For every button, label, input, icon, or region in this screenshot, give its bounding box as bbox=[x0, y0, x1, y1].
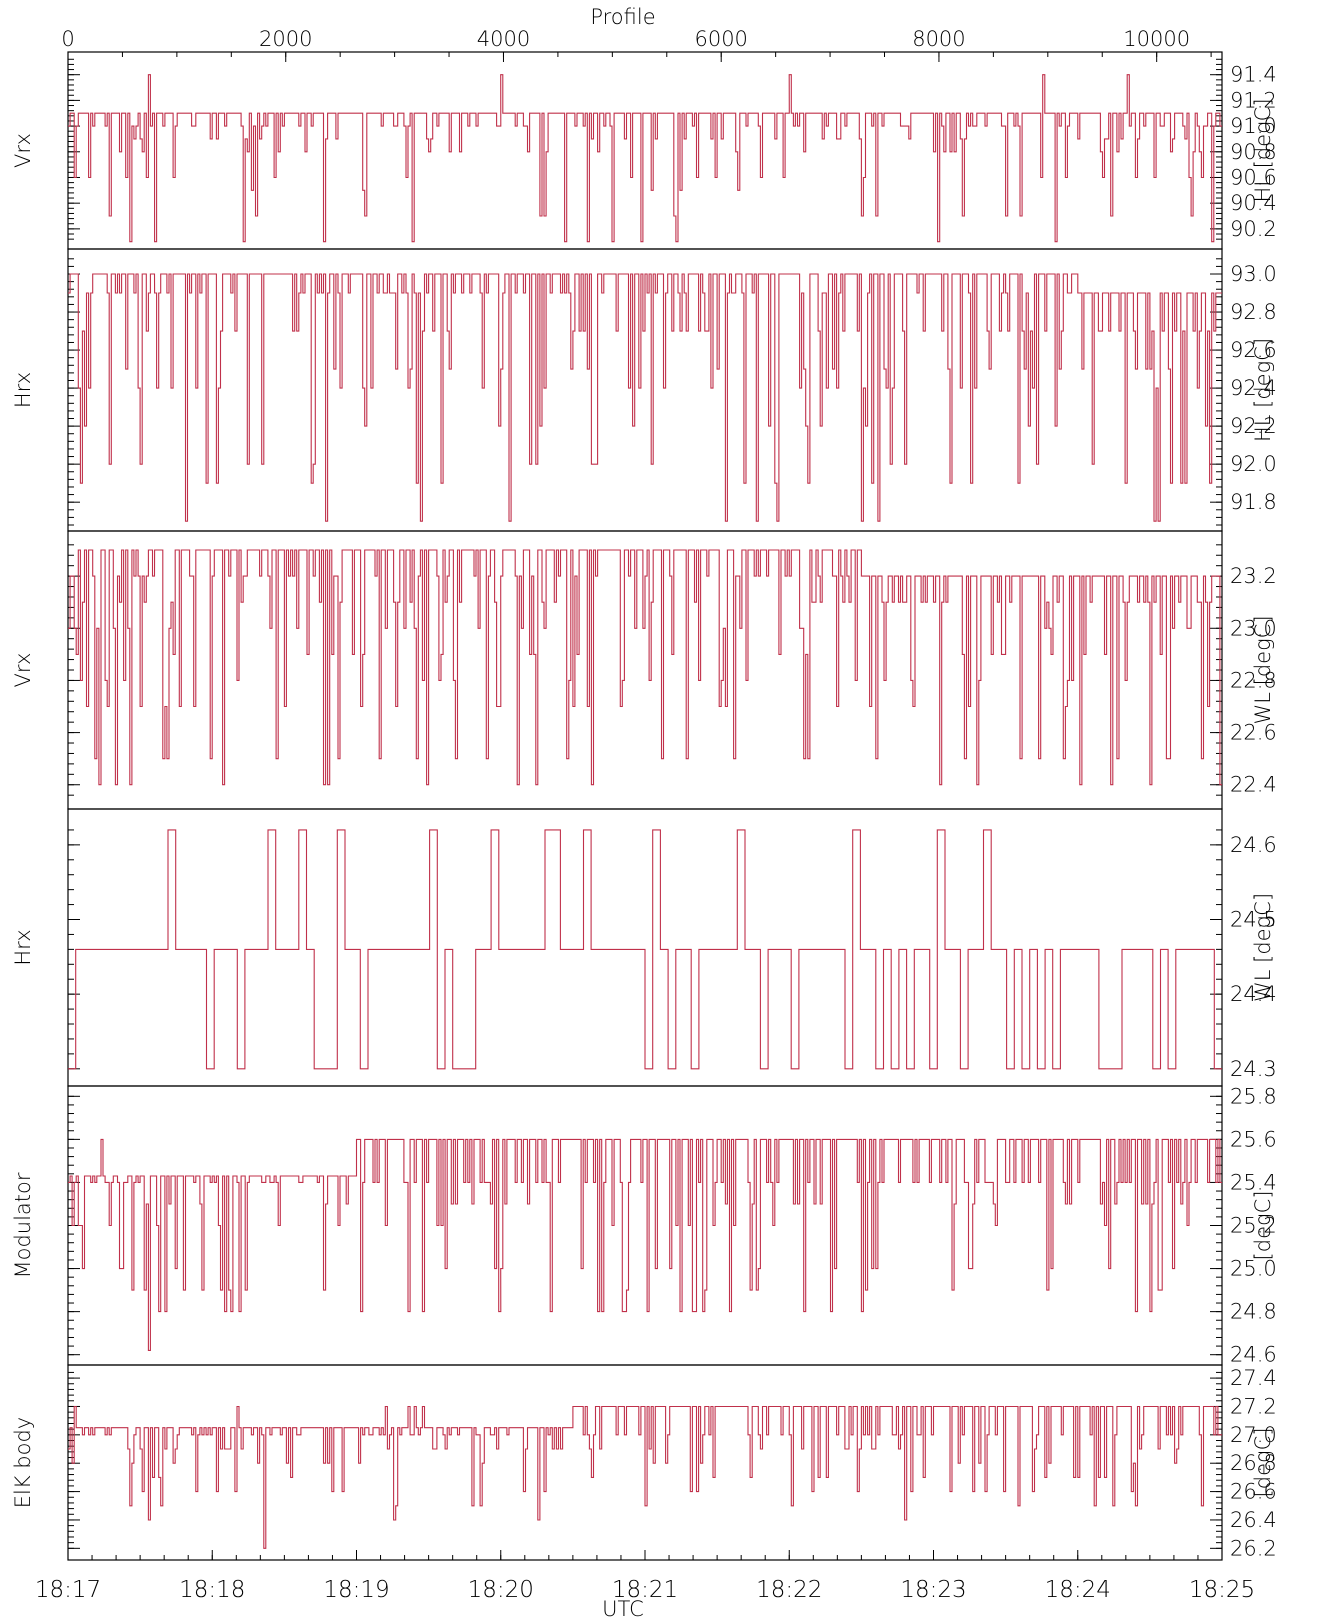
bottom-tick-label: 18:18 bbox=[179, 1577, 245, 1603]
y-tick-label: 24.5 bbox=[1230, 908, 1277, 932]
panel-right-label: [degC] bbox=[1251, 1191, 1275, 1261]
y-tick-label: 24.8 bbox=[1230, 1300, 1277, 1324]
y-tick-label: 25.0 bbox=[1230, 1257, 1277, 1281]
panel-left-label: Modulator bbox=[11, 1172, 35, 1278]
bottom-tick-label: 18:21 bbox=[612, 1577, 678, 1603]
y-tick-label: 22.4 bbox=[1230, 773, 1277, 797]
y-tick-label: 90.4 bbox=[1230, 191, 1277, 215]
y-tick-label: 91.0 bbox=[1230, 114, 1277, 138]
y-tick-label: 24.4 bbox=[1230, 982, 1277, 1006]
bottom-tick-label: 18:22 bbox=[756, 1577, 822, 1603]
y-tick-label: 24.6 bbox=[1230, 1343, 1277, 1367]
y-tick-label: 90.6 bbox=[1230, 165, 1277, 189]
bottom-axis-title: UTC bbox=[602, 1597, 644, 1621]
y-tick-label: 24.6 bbox=[1230, 833, 1277, 857]
y-tick-label: 91.8 bbox=[1230, 490, 1277, 514]
y-tick-label: 90.8 bbox=[1230, 140, 1277, 164]
bottom-tick-label: 18:19 bbox=[323, 1577, 389, 1603]
panel-left-label: Vrx bbox=[11, 133, 35, 168]
y-tick-label: 27.2 bbox=[1230, 1394, 1277, 1418]
y-tick-label: 27.0 bbox=[1230, 1423, 1277, 1447]
y-tick-label: 24.3 bbox=[1230, 1057, 1277, 1081]
panel-right-label: WL [degC] bbox=[1251, 893, 1275, 1002]
y-tick-label: 93.0 bbox=[1230, 262, 1277, 286]
panel-6 bbox=[67, 1364, 1223, 1561]
panel-2 bbox=[67, 248, 1223, 532]
y-tick-label: 25.2 bbox=[1230, 1214, 1277, 1238]
panel-right-label: WL [degC] bbox=[1251, 615, 1275, 724]
y-tick-label: 91.2 bbox=[1230, 88, 1277, 112]
series-line bbox=[68, 1405, 1222, 1549]
y-tick-label: 92.8 bbox=[1230, 300, 1277, 324]
series-line bbox=[68, 1138, 1222, 1351]
y-tick-label: 92.0 bbox=[1230, 452, 1277, 476]
panel-left-label: Hrx bbox=[11, 372, 35, 408]
top-tick-label: 6000 bbox=[694, 27, 747, 51]
y-tick-label: 26.2 bbox=[1230, 1536, 1277, 1560]
panel-4 bbox=[67, 808, 1223, 1087]
series-line bbox=[68, 74, 1222, 243]
bottom-tick-label: 18:23 bbox=[900, 1577, 966, 1603]
panel-3 bbox=[67, 530, 1223, 810]
y-tick-label: 92.6 bbox=[1230, 338, 1277, 362]
panel-right-label: HL [degC] bbox=[1251, 98, 1275, 202]
y-tick-label: 92.4 bbox=[1230, 376, 1277, 400]
panel-left-label: Vrx bbox=[11, 653, 35, 688]
top-tick-label: 4000 bbox=[477, 27, 530, 51]
panel-frame bbox=[67, 1364, 1223, 1561]
y-tick-label: 25.6 bbox=[1230, 1127, 1277, 1151]
top-axis-title: Profile bbox=[590, 5, 655, 29]
y-tick-label: 22.8 bbox=[1230, 668, 1277, 692]
bottom-tick-label: 18:20 bbox=[468, 1577, 534, 1603]
y-tick-label: 25.4 bbox=[1230, 1170, 1277, 1194]
top-tick-label: 0 bbox=[61, 27, 74, 51]
y-tick-label: 26.6 bbox=[1230, 1480, 1277, 1504]
y-tick-label: 91.4 bbox=[1230, 63, 1277, 87]
top-tick-label: 10000 bbox=[1123, 27, 1190, 51]
y-tick-label: 23.2 bbox=[1230, 564, 1277, 588]
series-line bbox=[68, 829, 1222, 1070]
y-tick-label: 92.2 bbox=[1230, 414, 1277, 438]
panel-right-label: HL [degC] bbox=[1251, 338, 1275, 442]
top-tick-label: 8000 bbox=[912, 27, 965, 51]
bottom-tick-label: 18:24 bbox=[1045, 1577, 1111, 1603]
panel-right-label: [degC] bbox=[1251, 1428, 1275, 1498]
y-tick-label: 26.8 bbox=[1230, 1451, 1277, 1475]
y-tick-label: 23.0 bbox=[1230, 616, 1277, 640]
panel-left-label: ElK body bbox=[11, 1417, 35, 1509]
y-tick-label: 90.2 bbox=[1230, 217, 1277, 241]
y-tick-label: 25.8 bbox=[1230, 1084, 1277, 1108]
bottom-tick-label: 18:25 bbox=[1189, 1577, 1255, 1603]
y-tick-label: 27.4 bbox=[1230, 1366, 1277, 1390]
panel-5 bbox=[67, 1085, 1223, 1366]
bottom-tick-label: 18:17 bbox=[35, 1577, 101, 1603]
panel-1 bbox=[67, 51, 1223, 250]
series-line bbox=[68, 273, 1222, 522]
y-tick-label: 22.6 bbox=[1230, 721, 1277, 745]
series-line bbox=[68, 549, 1222, 786]
y-tick-label: 26.4 bbox=[1230, 1508, 1277, 1532]
panel-frame bbox=[67, 51, 1223, 250]
top-tick-label: 2000 bbox=[259, 27, 312, 51]
panel-left-label: Hrx bbox=[11, 929, 35, 965]
